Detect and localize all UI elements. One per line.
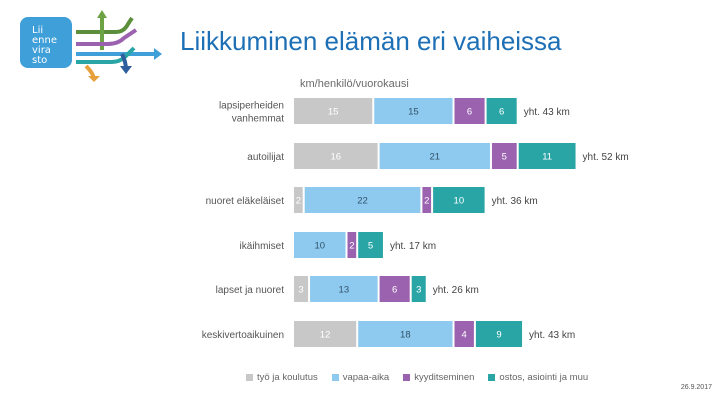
legend-item: ostos, asiointi ja muu — [488, 372, 588, 383]
bar-segment — [294, 321, 357, 347]
bar-segment — [294, 98, 373, 124]
bar-segment — [347, 232, 357, 258]
bar-value-label: 4 — [462, 330, 467, 341]
bar-value-label: 12 — [320, 330, 331, 341]
bar-value-label: 6 — [467, 107, 472, 118]
slide-title: Liikkuminen elämän eri vaiheissa — [180, 26, 562, 56]
bar-value-label: 2 — [296, 196, 301, 207]
category-label: ikäihmiset — [240, 241, 285, 252]
bar-total-label: yht. 26 km — [433, 285, 479, 296]
legend-label: ostos, asiointi ja muu — [499, 372, 589, 383]
category-label: lapset ja nuoret — [216, 285, 285, 296]
legend-item: työ ja koulutus — [246, 372, 318, 383]
legend-swatch — [488, 374, 496, 381]
bar-segment — [475, 321, 523, 347]
bar-total-label: yht. 52 km — [583, 152, 629, 163]
bar-segment — [454, 321, 474, 347]
bar-value-label: 15 — [408, 107, 419, 118]
bar-segment — [379, 276, 410, 302]
legend-swatch — [403, 374, 411, 381]
legend-label: työ ja koulutus — [257, 372, 318, 383]
bar-value-label: 6 — [392, 285, 397, 296]
legend-swatch — [246, 374, 253, 381]
category-label: keskivertoaikuinen — [202, 330, 284, 341]
legend-item: vapaa-aika — [331, 372, 390, 383]
bar-value-label: 11 — [542, 152, 552, 163]
legend-item: kyyditseminen — [403, 372, 474, 383]
bar-total-label: yht. 43 km — [529, 330, 575, 341]
bar-value-label: 16 — [331, 152, 342, 163]
bar-segment — [294, 143, 378, 169]
bar-segment — [491, 143, 517, 169]
bar-segment — [294, 276, 309, 302]
bar-segment — [422, 187, 432, 213]
bar-value-label: 10 — [314, 241, 325, 252]
bar-value-label: 22 — [357, 196, 368, 207]
logo: Lii enne vira sto — [20, 17, 72, 68]
legend-label: vapaa-aika — [342, 372, 390, 383]
bar-segment — [454, 98, 485, 124]
category-label: autoilijat — [247, 152, 284, 163]
bar-segment — [310, 276, 378, 302]
bar-total-label: yht. 43 km — [524, 107, 570, 118]
bar-segment — [486, 98, 517, 124]
bar-segment — [294, 187, 303, 213]
logo-arrows-icon — [76, 10, 162, 82]
bar-value-label: 3 — [298, 285, 303, 296]
bar-value-label: 21 — [429, 152, 440, 163]
bar-value-label: 15 — [328, 107, 339, 118]
chart-legend: työ ja koulutus vapaa-aika kyyditseminen… — [246, 372, 588, 383]
bar-value-label: 18 — [400, 330, 411, 341]
bar-value-label: 9 — [496, 330, 501, 341]
bar-total-label: yht. 17 km — [390, 241, 436, 252]
bar-segment — [379, 143, 490, 169]
bar-value-label: 2 — [424, 196, 429, 207]
bar-segment — [294, 232, 346, 258]
bar-value-label: 3 — [416, 285, 421, 296]
category-label: nuoret eläkeläiset — [206, 196, 285, 207]
chart-unit-label: km/henkilö/vuorokausi — [300, 78, 409, 90]
bar-segment — [518, 143, 576, 169]
legend-label: kyyditseminen — [414, 372, 475, 383]
logo-text-line: enne — [32, 35, 57, 46]
bar-segment — [304, 187, 421, 213]
bar-value-label: 13 — [339, 285, 350, 296]
bar-segment — [374, 98, 453, 124]
bar-value-label: 5 — [502, 152, 507, 163]
legend-swatch — [331, 374, 339, 381]
bar-segment — [433, 187, 485, 213]
footer-date: 26.9.2017 — [680, 384, 712, 391]
category-label: vanhemmat — [232, 114, 284, 125]
bar-value-label: 10 — [454, 196, 465, 207]
logo-text-line: sto — [32, 55, 48, 66]
bar-value-label: 6 — [499, 107, 504, 118]
bar-value-label: 2 — [349, 241, 354, 252]
bar-segment — [411, 276, 426, 302]
category-label: lapsiperheiden — [219, 101, 284, 112]
logo-text-line: vira — [32, 45, 51, 56]
bar-segment — [358, 321, 453, 347]
bar-total-label: yht. 36 km — [492, 196, 538, 207]
bar-segment — [358, 232, 383, 258]
bar-value-label: 5 — [368, 241, 373, 252]
logo-text-line: Lii — [32, 25, 44, 36]
